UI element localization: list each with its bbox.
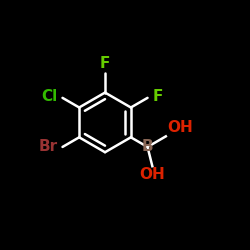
Text: F: F xyxy=(152,90,163,104)
Text: Cl: Cl xyxy=(42,90,58,104)
Text: B: B xyxy=(142,140,153,154)
Text: OH: OH xyxy=(140,167,165,182)
Text: OH: OH xyxy=(167,120,192,136)
Text: Br: Br xyxy=(38,140,58,154)
Text: F: F xyxy=(100,56,110,72)
